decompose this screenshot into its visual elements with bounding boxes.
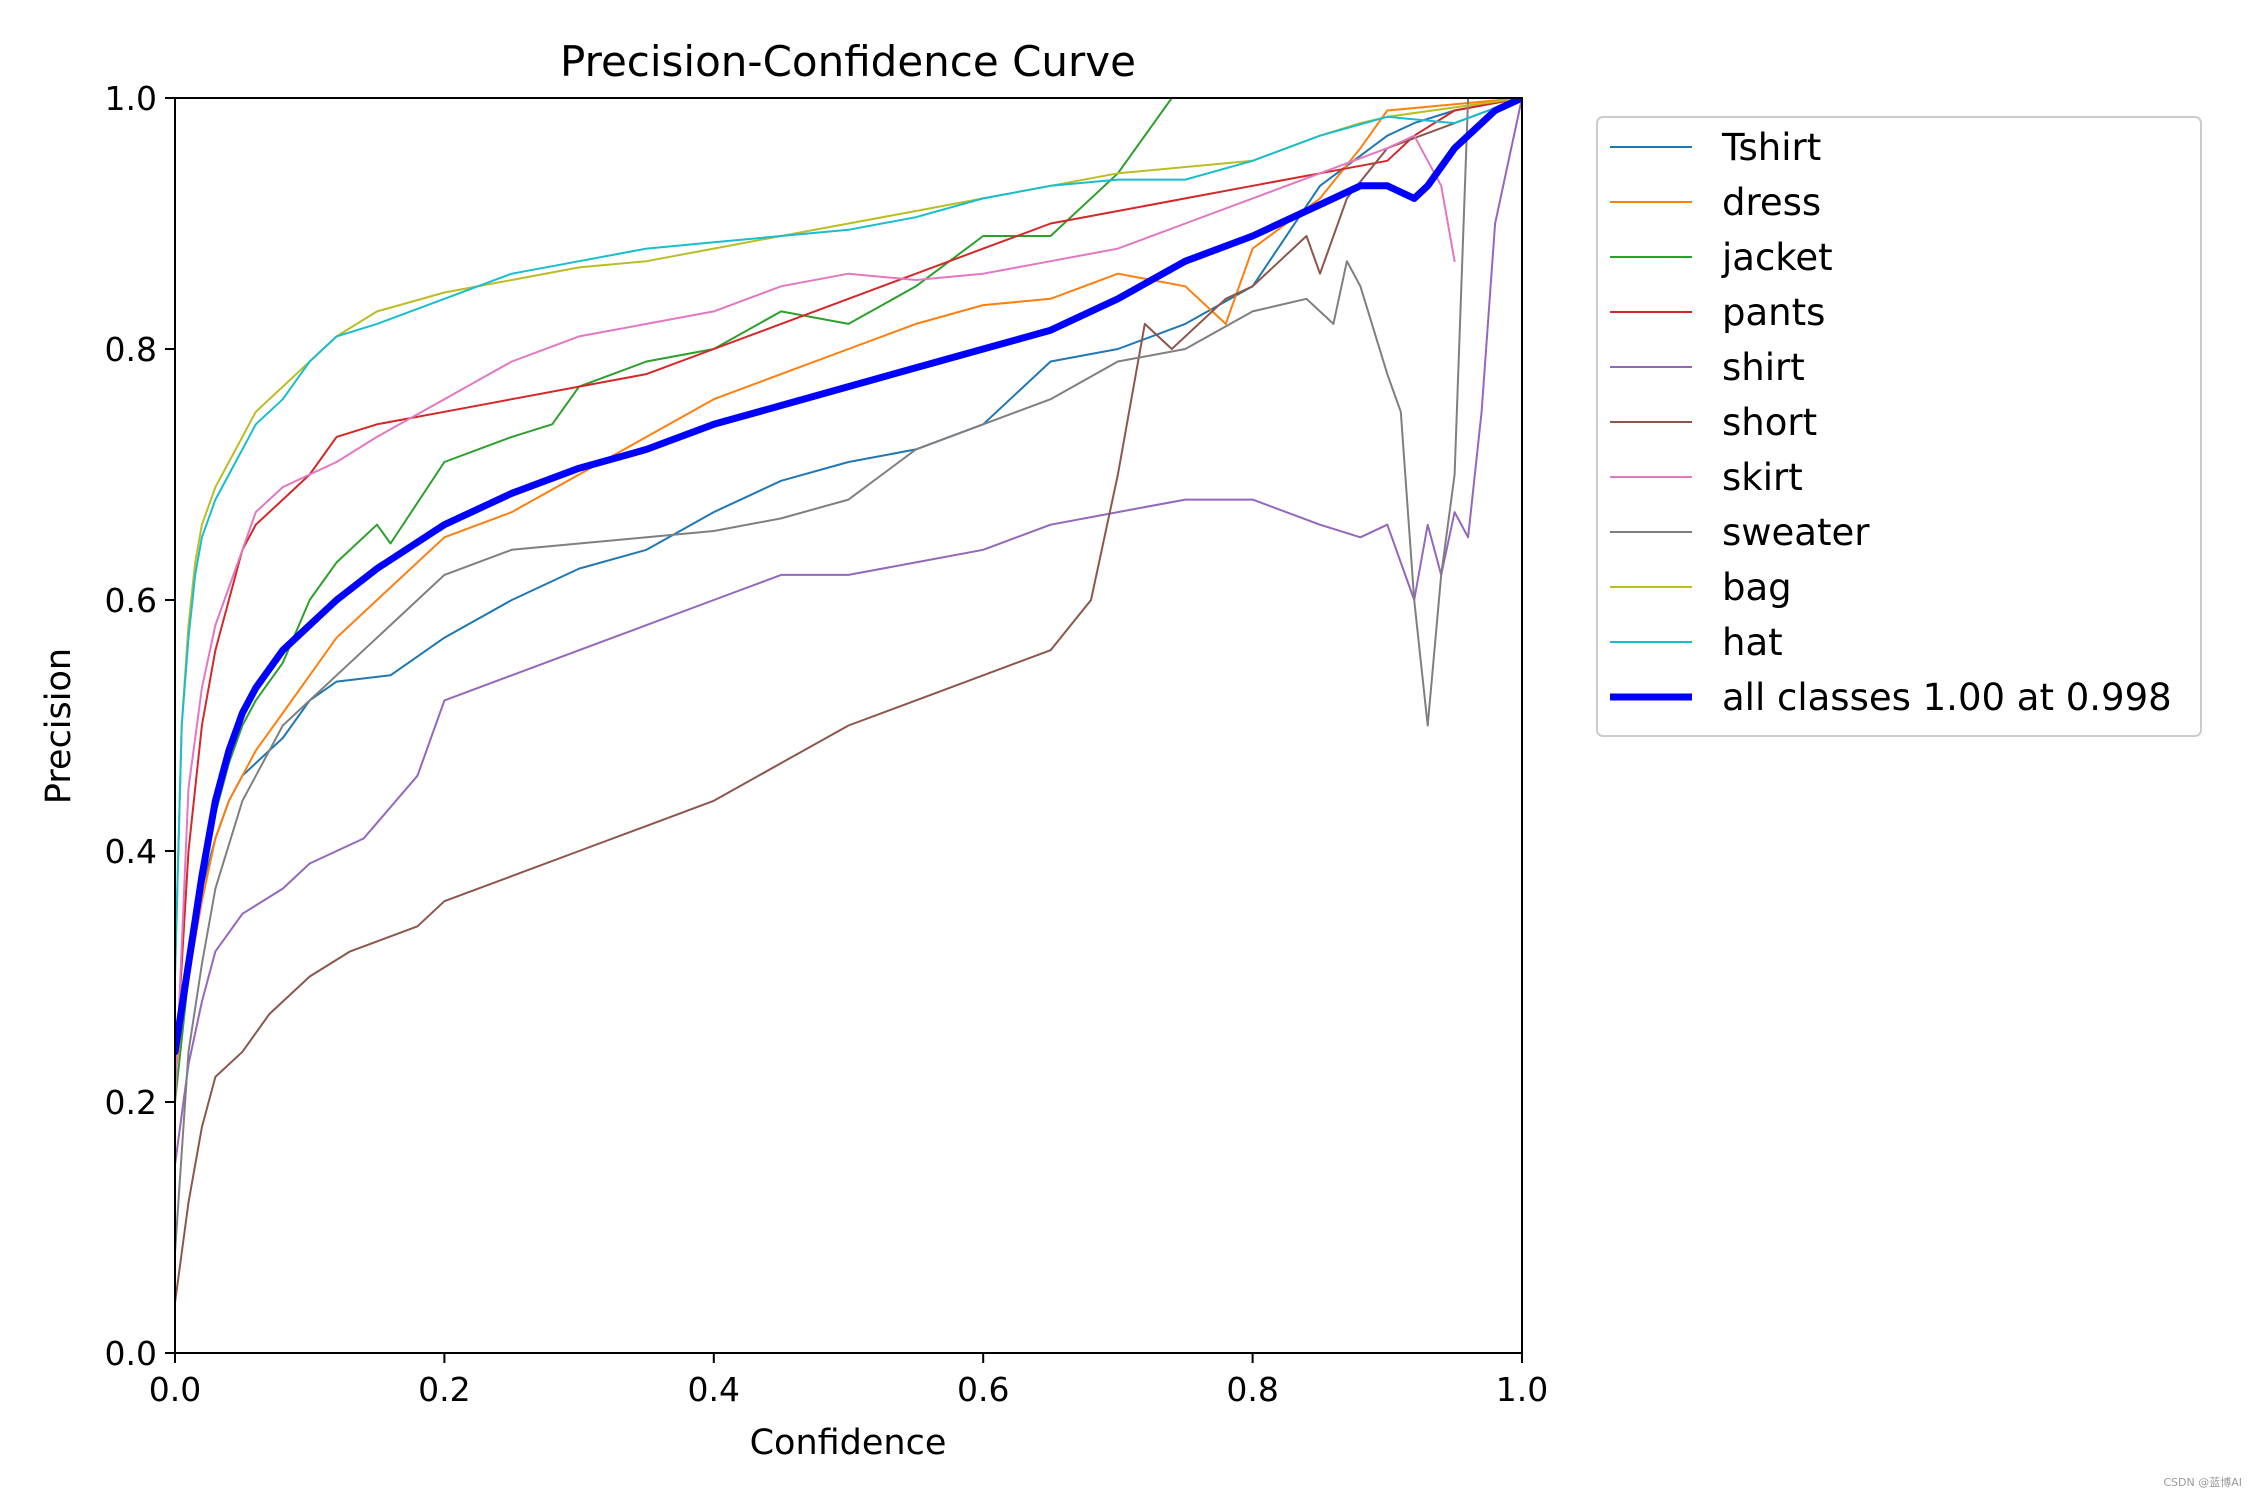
x-tick-label: 0.0 — [149, 1370, 201, 1409]
legend-label: hat — [1722, 621, 1783, 664]
series-line-6 — [175, 134, 1456, 1103]
legend-label: all classes 1.00 at 0.998 — [1722, 676, 2172, 719]
legend: Tshirt dress jacket pants shirt short skirt swe… — [1596, 116, 2202, 737]
chart-title: Precision-Confidence Curve — [560, 37, 1136, 86]
plot-frame — [174, 97, 1523, 1354]
legend-label: dress — [1722, 181, 1821, 224]
series-line-7 — [175, 98, 1470, 1254]
series-lines — [175, 98, 1522, 1304]
x-tick-label: 0.4 — [688, 1370, 740, 1409]
legend-label: Tshirt — [1721, 126, 1821, 169]
legend-label: bag — [1722, 566, 1792, 609]
y-tick-label: 1.0 — [105, 79, 157, 118]
legend-label: shirt — [1722, 346, 1805, 389]
axis-ticks: 0.0 0.2 0.4 0.6 0.8 1.0 0.0 0.2 0.4 0.6 0.8 1.0 — [105, 79, 1549, 1409]
x-axis-label: Confidence — [750, 1423, 947, 1463]
series-line-10 — [175, 98, 1522, 1056]
legend-label: short — [1722, 401, 1817, 444]
y-tick-label: 0.6 — [105, 581, 157, 620]
y-axis-label: Precision — [39, 648, 79, 804]
x-tick-label: 1.0 — [1496, 1370, 1548, 1409]
x-tick-label: 0.2 — [418, 1370, 470, 1409]
series-line-8 — [175, 98, 1522, 978]
series-line-2 — [175, 98, 1173, 1103]
series-line-5 — [175, 98, 1522, 1304]
x-tick-label: 0.6 — [957, 1370, 1009, 1409]
legend-label: jacket — [1721, 236, 1833, 279]
series-line-9 — [175, 98, 1522, 978]
y-tick-label: 0.8 — [105, 330, 157, 369]
legend-label: pants — [1722, 291, 1825, 334]
y-tick-label: 0.2 — [105, 1083, 157, 1122]
x-tick-label: 0.8 — [1226, 1370, 1278, 1409]
y-tick-label: 0.0 — [105, 1334, 157, 1373]
series-line-4 — [175, 98, 1522, 1166]
watermark-text: CSDN @蓝博AI — [2163, 1476, 2242, 1489]
legend-label: skirt — [1722, 456, 1803, 499]
y-tick-label: 0.4 — [105, 832, 157, 871]
legend-frame — [1596, 116, 2202, 737]
series-line-3 — [175, 98, 1522, 1078]
series-line-1 — [175, 98, 1522, 1078]
legend-label: sweater — [1722, 511, 1870, 554]
